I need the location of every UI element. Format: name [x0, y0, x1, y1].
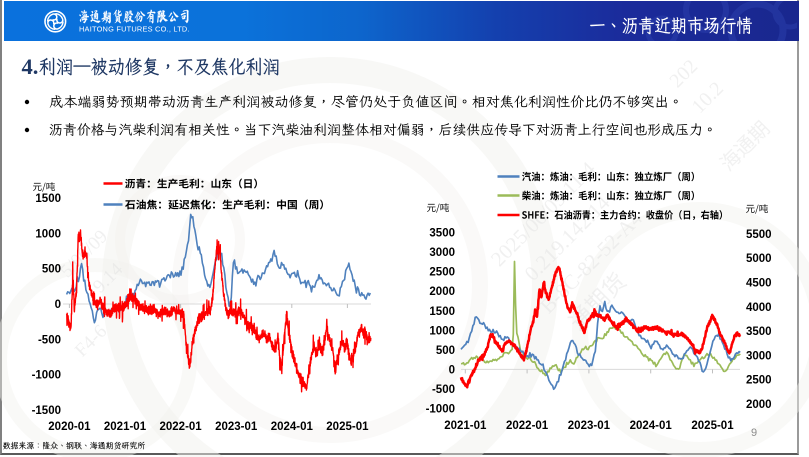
svg-text:3500: 3500 — [429, 228, 455, 240]
svg-text:2024-01: 2024-01 — [630, 420, 673, 432]
svg-text:2000: 2000 — [746, 399, 772, 411]
svg-text:0: 0 — [55, 299, 61, 311]
svg-text:10.2: 10.2 — [688, 78, 728, 118]
svg-text:-1000: -1000 — [426, 404, 455, 416]
svg-text:1000: 1000 — [35, 228, 61, 240]
svg-text:4000: 4000 — [746, 302, 772, 314]
svg-text:F4-6: F4-6 — [71, 321, 111, 361]
svg-text:4500: 4500 — [746, 278, 772, 290]
svg-text:202: 202 — [665, 55, 702, 92]
svg-text:500: 500 — [436, 345, 455, 357]
svg-text:1500: 1500 — [35, 193, 61, 205]
svg-text:1000: 1000 — [429, 325, 455, 337]
svg-text:2024-01: 2024-01 — [271, 421, 314, 433]
svg-text:2020-01: 2020-01 — [48, 421, 91, 433]
svg-text:2025-01: 2025-01 — [691, 420, 734, 432]
svg-text:0: 0 — [449, 364, 455, 376]
svg-text:2023-01: 2023-01 — [568, 420, 611, 432]
svg-text:-1500: -1500 — [32, 405, 61, 417]
svg-text:2021-01: 2021-01 — [104, 421, 147, 433]
svg-text:2500: 2500 — [429, 267, 455, 279]
svg-text:3500: 3500 — [746, 326, 772, 338]
svg-text:2500: 2500 — [746, 375, 772, 387]
svg-text:-1000: -1000 — [32, 370, 61, 382]
svg-text:9: 9 — [751, 427, 757, 439]
svg-text:2000: 2000 — [429, 286, 455, 298]
svg-text:5000: 5000 — [746, 253, 772, 265]
svg-text:2022-01: 2022-01 — [159, 421, 202, 433]
svg-text:-500: -500 — [38, 334, 61, 346]
svg-text:3000: 3000 — [429, 247, 455, 259]
svg-text:HAITONG FUTURES CO., LTD.: HAITONG FUTURES CO., LTD. — [79, 25, 190, 34]
svg-text:2021-01: 2021-01 — [444, 420, 487, 432]
svg-text:500: 500 — [42, 264, 61, 276]
svg-text:3000: 3000 — [746, 350, 772, 362]
svg-text:4.: 4. — [22, 54, 39, 79]
svg-text:2025-01: 2025-01 — [326, 421, 369, 433]
svg-text:1500: 1500 — [429, 306, 455, 318]
svg-text:-500: -500 — [432, 384, 455, 396]
svg-text:2023-01: 2023-01 — [215, 421, 258, 433]
svg-text:2022-01: 2022-01 — [506, 420, 549, 432]
svg-text:5500: 5500 — [746, 229, 772, 241]
